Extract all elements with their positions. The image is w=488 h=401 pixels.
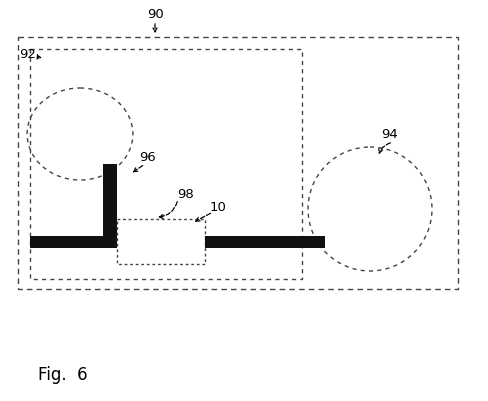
Bar: [117, 219, 205, 264]
Bar: [30, 237, 117, 248]
Bar: [18, 38, 458, 289]
Bar: [205, 237, 325, 248]
Text: 96: 96: [140, 151, 156, 164]
Text: 90: 90: [146, 8, 163, 21]
Text: 10: 10: [209, 201, 226, 214]
Text: 98: 98: [177, 188, 193, 201]
Text: Fig.  6: Fig. 6: [38, 365, 88, 383]
Text: 94: 94: [382, 128, 398, 141]
Bar: [103, 164, 117, 244]
Text: 92: 92: [20, 49, 37, 61]
Bar: [30, 50, 302, 279]
